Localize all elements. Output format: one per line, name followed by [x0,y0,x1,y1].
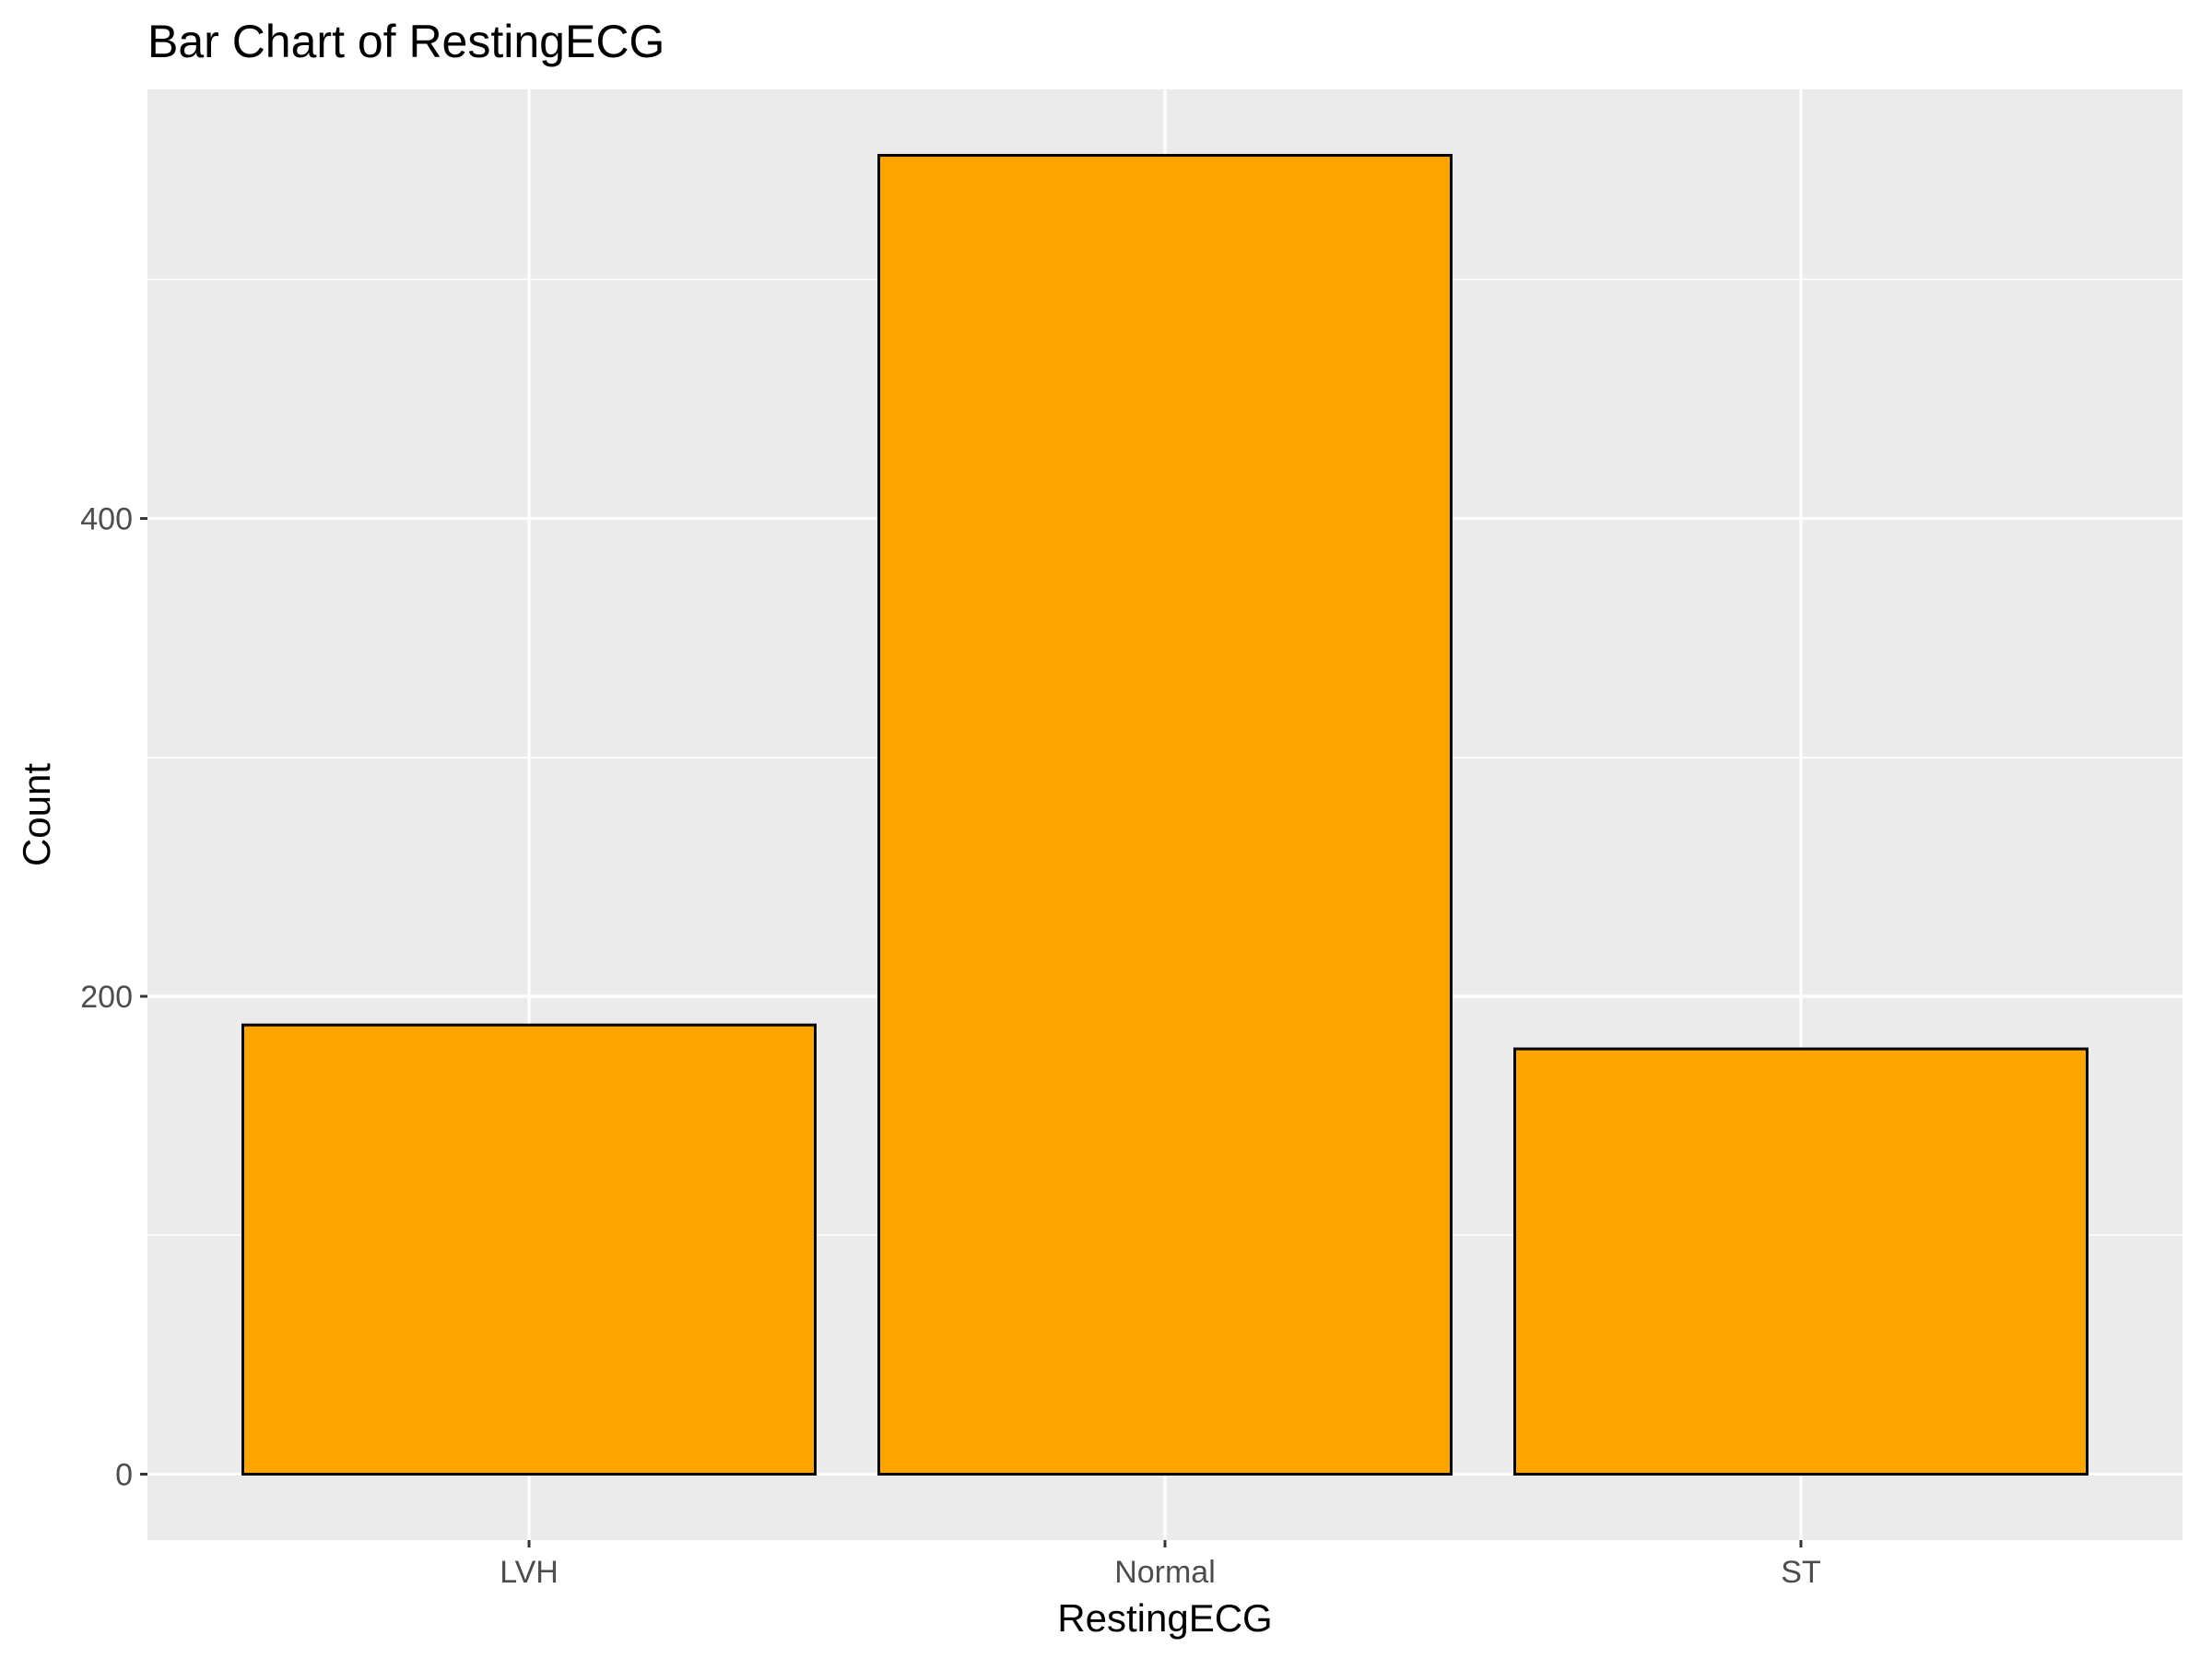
y-tick-label: 200 [80,980,133,1015]
bar-lvh [241,1023,817,1476]
x-tick-label: ST [1781,1555,1820,1590]
y-tick-label: 0 [115,1457,133,1492]
y-axis: 0 200 400 [80,502,147,1492]
x-tick-label: LVH [500,1555,559,1590]
y-axis-title: Count [15,763,58,866]
chart-title: Bar Chart of RestingECG [147,16,665,67]
bar-st [1513,1047,2088,1476]
y-tick-label: 400 [80,502,133,537]
x-axis-title: RestingECG [1057,1596,1272,1640]
bars [241,154,2088,1476]
x-axis: LVH Normal ST [500,1540,1821,1590]
bar-normal [877,154,1453,1476]
x-tick-label: Normal [1114,1555,1216,1590]
